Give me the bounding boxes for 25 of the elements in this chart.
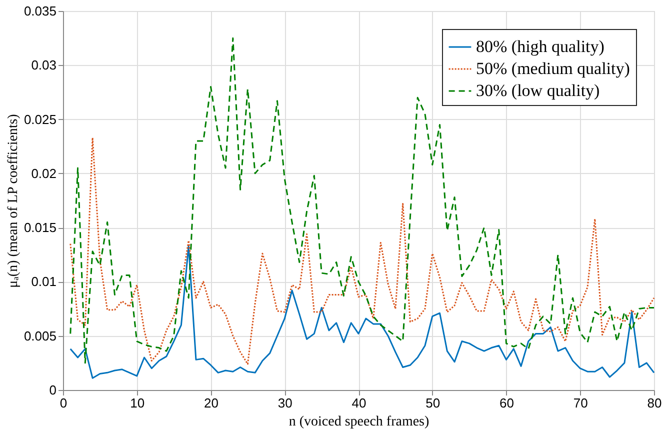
- x-tick-label: 0: [60, 396, 68, 410]
- x-tick-label: 40: [352, 396, 366, 410]
- x-tick-label: 20: [204, 396, 218, 410]
- x-tick-label: 60: [500, 396, 514, 410]
- y-tick-label: 0.005: [24, 328, 56, 344]
- x-tick-label: 70: [573, 396, 588, 410]
- x-tick-label: 80: [647, 396, 662, 410]
- y-tick-label: 0.015: [24, 220, 56, 236]
- line-series: [70, 245, 655, 379]
- y-tick-label: 0.035: [24, 4, 56, 18]
- legend-label: 80% (high quality): [476, 37, 604, 56]
- y-tick-label: 0: [49, 382, 56, 398]
- line-series: [70, 37, 655, 364]
- x-axis-title: n (voiced speech frames): [288, 414, 430, 430]
- y-tick-label: 0.01: [31, 274, 56, 290]
- legend-label: 50% (medium quality): [476, 59, 630, 78]
- line-series: [70, 136, 655, 365]
- x-tick-label: 30: [278, 396, 292, 410]
- y-tick-label: 0.03: [31, 58, 56, 73]
- x-tick-label: 50: [426, 396, 440, 410]
- y-tick-label: 0.025: [24, 112, 56, 127]
- x-tick-label: 10: [130, 396, 145, 410]
- y-tick-label: 0.02: [31, 166, 56, 181]
- y-axis-title: μₐ(n) (mean of LP coefficients): [6, 114, 21, 288]
- legend-label: 30% (low quality): [476, 81, 600, 100]
